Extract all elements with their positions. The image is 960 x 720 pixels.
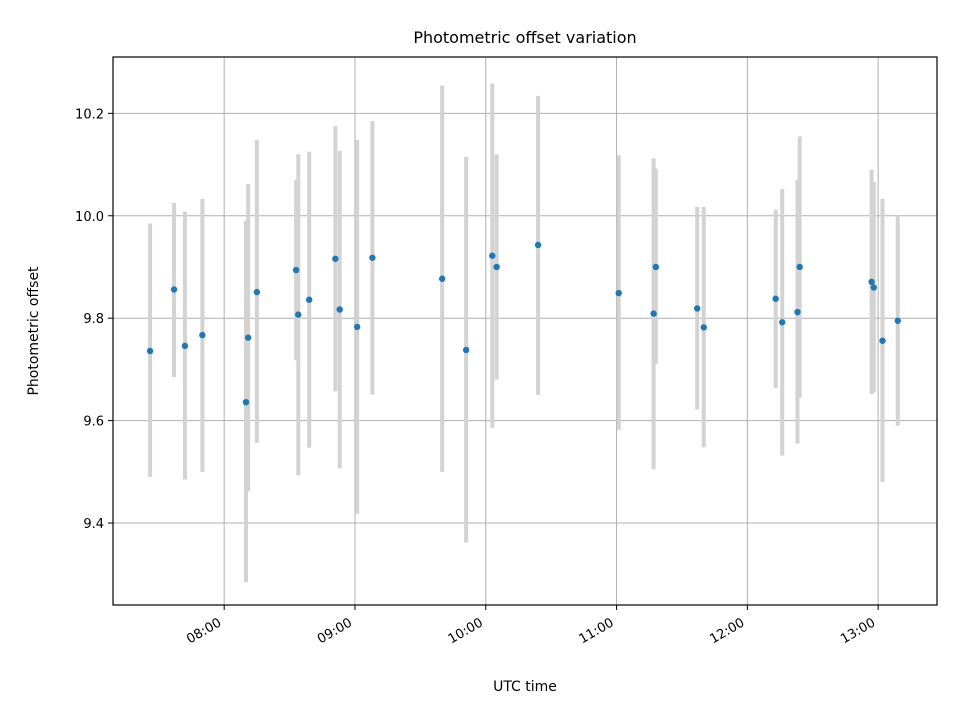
data-point [332, 255, 339, 262]
data-point [489, 252, 496, 259]
data-point [493, 263, 500, 271]
y-tick-label: 10.0 [75, 210, 104, 225]
data-point [779, 319, 786, 326]
y-axis: 9.4 9.6 9.8 10.0 10.2 [75, 107, 113, 532]
data-point [369, 254, 376, 261]
y-tick-label: 10.2 [75, 107, 104, 122]
data-point [879, 337, 886, 344]
data-point [796, 263, 803, 271]
data-point [292, 266, 300, 274]
data-point [772, 295, 779, 302]
data-point [462, 346, 470, 354]
data-point [336, 306, 343, 313]
data-point [615, 289, 622, 297]
data-point [181, 342, 189, 350]
data-point [694, 305, 701, 312]
data-points [146, 241, 901, 406]
data-point [244, 334, 252, 341]
data-point [295, 311, 302, 318]
data-point [700, 324, 707, 331]
data-point [650, 310, 657, 317]
y-tick-label: 9.6 [83, 415, 104, 430]
data-point [652, 263, 659, 271]
data-point [438, 275, 446, 282]
x-axis-label: UTC time [493, 679, 557, 695]
data-point [170, 286, 178, 293]
y-axis-label: Photometric offset [26, 266, 42, 396]
data-point [199, 331, 206, 339]
y-tick-label: 9.8 [83, 312, 104, 327]
data-point [534, 241, 542, 249]
data-point [794, 308, 801, 316]
data-point [894, 317, 901, 324]
data-point [242, 398, 250, 406]
chart-title: Photometric offset variation [413, 28, 636, 47]
data-point [353, 323, 361, 331]
data-point [868, 278, 875, 286]
data-point [305, 296, 313, 303]
data-point [870, 284, 877, 291]
data-point [253, 288, 261, 296]
y-tick-label: 9.4 [83, 517, 104, 532]
plot-frame [112, 56, 938, 606]
data-point [146, 347, 154, 355]
